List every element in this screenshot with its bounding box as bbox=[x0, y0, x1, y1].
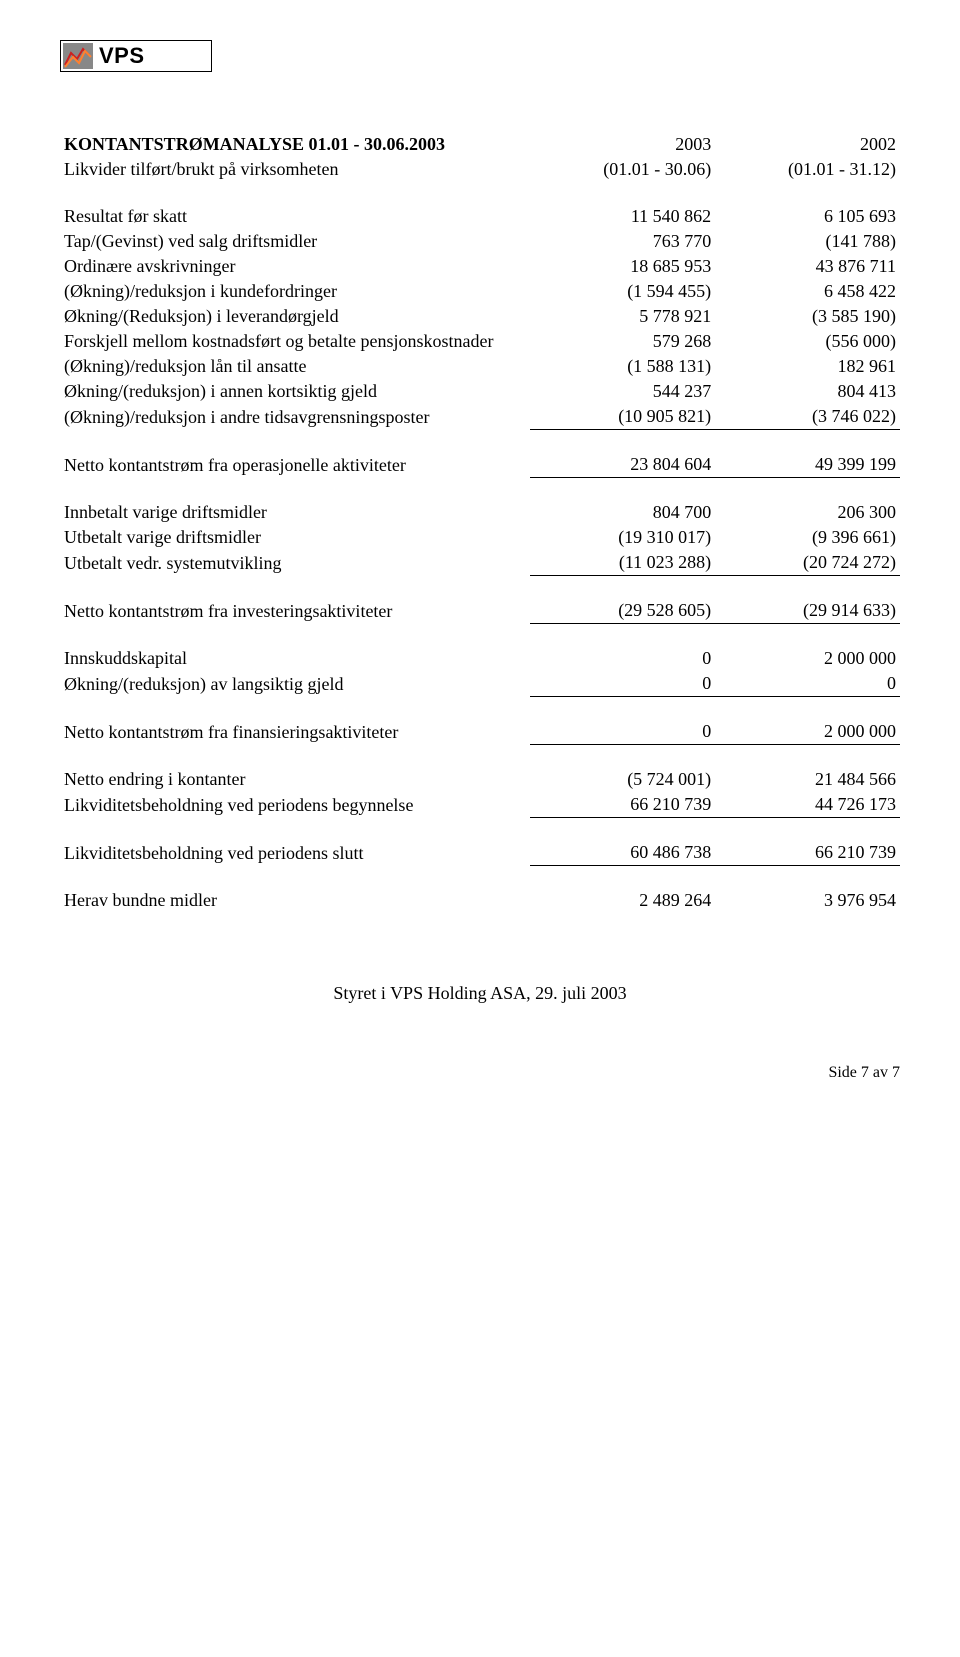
board-signature: Styret i VPS Holding ASA, 29. juli 2003 bbox=[60, 983, 900, 1004]
net-investing-row: Netto kontantstrøm fra investeringsaktiv… bbox=[60, 598, 900, 624]
period-2003: (01.01 - 30.06) bbox=[530, 157, 715, 182]
subtitle: Likvider tilført/brukt på virksomheten bbox=[60, 157, 530, 182]
table-row: Forskjell mellom kostnadsført og betalte… bbox=[60, 329, 900, 354]
table-title: KONTANTSTRØMANALYSE 01.01 - 30.06.2003 bbox=[60, 132, 530, 157]
cashflow-table: KONTANTSTRØMANALYSE 01.01 - 30.06.2003 2… bbox=[60, 132, 900, 913]
logo-chart-icon bbox=[63, 43, 93, 69]
table-row: (Økning)/reduksjon lån til ansatte(1 588… bbox=[60, 354, 900, 379]
table-row: Innskuddskapital02 000 000 bbox=[60, 646, 900, 671]
table-row: Økning/(Reduksjon) i leverandørgjeld5 77… bbox=[60, 304, 900, 329]
period-2002: (01.01 - 31.12) bbox=[715, 157, 900, 182]
table-row: (Økning)/reduksjon i andre tidsavgrensni… bbox=[60, 404, 900, 430]
table-row: Ordinære avskrivninger18 685 95343 876 7… bbox=[60, 254, 900, 279]
page-number: Side 7 av 7 bbox=[60, 1064, 900, 1082]
table-row: (Økning)/reduksjon i kundefordringer(1 5… bbox=[60, 279, 900, 304]
table-row: Utbetalt varige driftsmidler(19 310 017)… bbox=[60, 525, 900, 550]
table-row: Likviditetsbeholdning ved periodens begy… bbox=[60, 792, 900, 818]
table-row: Netto endring i kontanter(5 724 001)21 4… bbox=[60, 767, 900, 792]
logo: VPS bbox=[60, 40, 212, 72]
closing-balance-row: Likviditetsbeholdning ved periodens slut… bbox=[60, 840, 900, 866]
col-header-2002: 2002 bbox=[715, 132, 900, 157]
col-header-2003: 2003 bbox=[530, 132, 715, 157]
table-row: Resultat før skatt11 540 8626 105 693 bbox=[60, 204, 900, 229]
table-row: Tap/(Gevinst) ved salg driftsmidler763 7… bbox=[60, 229, 900, 254]
net-financing-row: Netto kontantstrøm fra finansieringsakti… bbox=[60, 719, 900, 745]
table-row: Økning/(reduksjon) av langsiktig gjeld00 bbox=[60, 671, 900, 697]
table-row: Innbetalt varige driftsmidler804 700206 … bbox=[60, 500, 900, 525]
net-operations-row: Netto kontantstrøm fra operasjonelle akt… bbox=[60, 452, 900, 478]
logo-text: VPS bbox=[99, 43, 145, 69]
table-row: Utbetalt vedr. systemutvikling(11 023 28… bbox=[60, 550, 900, 576]
table-row: Økning/(reduksjon) i annen kortsiktig gj… bbox=[60, 379, 900, 404]
bound-funds-row: Herav bundne midler2 489 2643 976 954 bbox=[60, 888, 900, 913]
